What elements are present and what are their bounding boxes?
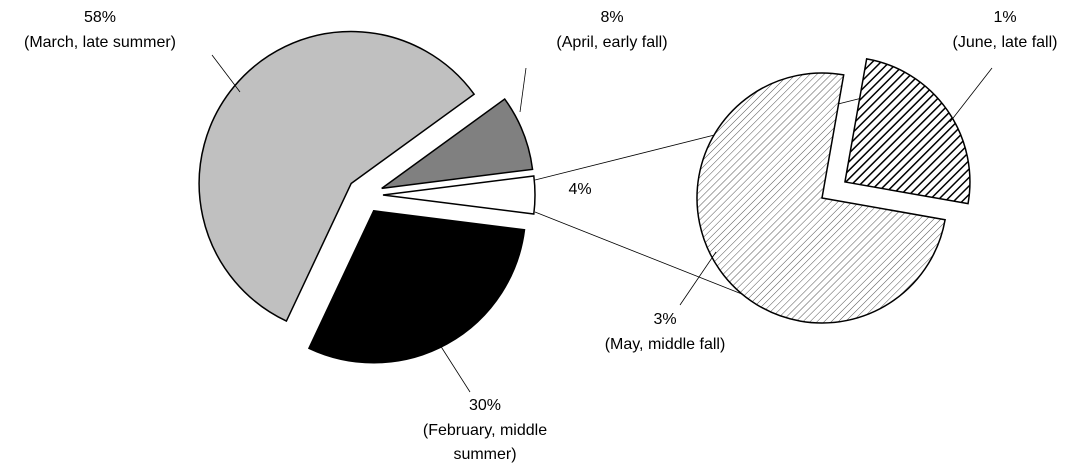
data-label: 30%	[468, 397, 502, 414]
category-label: (March, late summer)	[23, 34, 177, 51]
pie-slice	[307, 209, 526, 364]
leader-line	[679, 251, 717, 306]
category-label: (February, middle summer)	[422, 422, 548, 463]
category-label: (May, middle fall)	[604, 336, 726, 353]
category-label: (June, late fall)	[952, 34, 1058, 51]
leader-line	[519, 67, 527, 113]
pie-slice	[696, 72, 946, 324]
pie-slice	[198, 30, 476, 323]
pie-slice	[381, 97, 534, 190]
leader-line	[211, 54, 241, 93]
data-label: 1%	[993, 9, 1017, 26]
data-label: 3%	[653, 311, 677, 328]
leader-line	[439, 344, 471, 393]
leader-line	[949, 67, 993, 123]
category-label: (April, early fall)	[556, 34, 668, 51]
connector-line	[534, 211, 763, 303]
pie-slice	[382, 175, 536, 215]
data-label: 58%	[83, 9, 117, 26]
pie-slice	[844, 57, 971, 205]
data-label: 4%	[568, 181, 592, 198]
data-label: 8%	[600, 9, 624, 26]
